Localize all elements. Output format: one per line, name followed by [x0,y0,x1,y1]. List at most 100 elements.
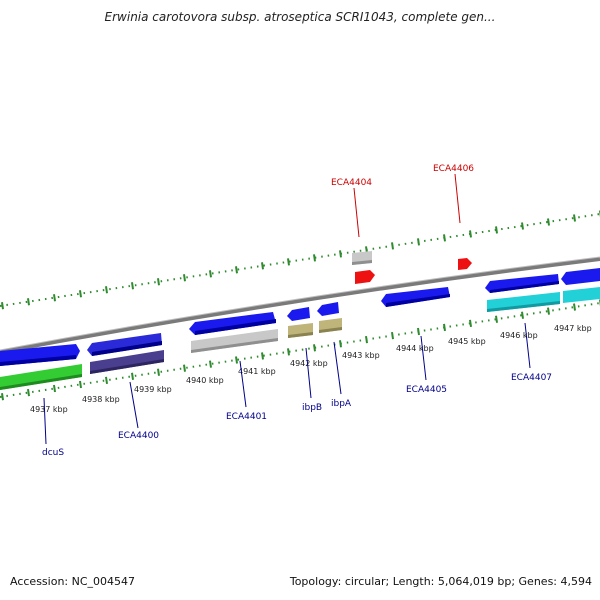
tick-mark [417,238,420,246]
gene-arrow-blue [287,307,310,321]
tick-mark [183,274,186,282]
tick-mark [209,360,212,368]
tick-mark [131,282,134,290]
gene-label-top: ECA4404 [331,178,372,188]
gene-arrow-shade [195,319,276,335]
gene-arrow-red [355,270,375,284]
tick-mark [469,230,472,238]
feature-blocks [0,251,600,390]
genome-stats-text: Topology: circular; Length: 5,064,019 bp… [289,575,592,588]
genome-backbone-highlight [0,256,600,351]
kbp-labels: 4937 kbp 4938 kbp 4939 kbp 4940 kbp 4941… [30,324,592,414]
kbp-label: 4938 kbp [82,395,120,404]
tick-mark [391,242,394,250]
kbp-label: 4937 kbp [30,405,68,414]
gene-label-bottom: ECA4400 [118,431,159,441]
tick-mark [521,311,524,319]
kbp-label: 4946 kbp [500,331,538,340]
tick-mark [27,388,30,397]
feature-block-cyan [563,287,600,303]
leader-line [43,397,47,445]
tick-mark [573,303,576,311]
tick-mark [391,331,394,340]
kbp-label: 4943 kbp [342,351,380,360]
gene-arrow-shade [92,341,162,356]
gene-labels: ECA4404 ECA4406 dcuS ECA4400 ECA4401 ibp… [42,164,552,458]
feature-block-cyan-shade [487,301,560,312]
feature-block-grey-shade [191,338,278,353]
tick-mark [157,278,160,286]
feature-block-purple-shade [90,359,164,374]
leader-line [333,341,342,395]
tick-mark [235,266,238,274]
gene-label-bottom: ibpA [331,399,352,409]
leader-line [239,360,247,408]
gene-label-bottom: ECA4401 [226,412,267,422]
forward-features [355,258,472,284]
tick-mark [339,340,342,348]
tick-mark [547,218,550,226]
tick-mark [157,368,160,376]
tick-mark [53,294,56,302]
tick-mark [131,372,134,380]
tick-mark [105,376,108,385]
tick-mark [417,327,420,336]
tick-mark [365,336,368,344]
gene-label-bottom: ECA4405 [406,385,447,395]
leader-line [524,322,531,369]
kbp-label: 4942 kbp [290,359,328,368]
gene-arrow-blue [561,268,600,285]
feature-block-khaki-shade [288,332,313,338]
outer-dotted-line [0,213,600,307]
tick-mark [313,344,316,352]
leader-line [305,347,312,399]
leader-line [420,335,427,381]
inner-ticks [1,299,600,401]
gene-label-top: ECA4406 [433,164,474,174]
gene-arrow-shade [490,281,559,293]
tick-mark [261,352,264,360]
tick-mark [443,234,446,242]
gene-label-bottom: dcuS [42,448,64,458]
map-title: Erwinia carotovora subsp. atroseptica SC… [104,10,496,24]
feature-block-green [0,364,82,390]
feature-block-grey-shade [352,260,372,265]
tick-mark [495,315,498,323]
tick-mark [261,262,264,270]
tick-mark [209,270,212,278]
gene-label-bottom: ECA4407 [511,373,552,383]
tick-mark [339,250,342,258]
outer-tick-track [0,210,600,310]
gene-arrow-red [458,258,472,270]
tick-mark [287,258,290,266]
accession-text: Accession: NC_004547 [10,575,136,588]
kbp-label: 4947 kbp [554,324,592,333]
tick-mark [313,254,316,262]
gene-label-bottom: ibpB [302,403,322,413]
tick-mark [547,307,550,315]
feature-block-green-shade [0,374,82,390]
tick-mark [521,222,524,230]
tick-mark [79,290,82,298]
tick-mark [287,348,290,356]
leader-line [129,381,139,429]
kbp-label: 4944 kbp [396,344,434,353]
genome-backbone [0,257,600,354]
gene-arrow-blue [317,302,339,316]
feature-block-khaki-shade [319,327,342,333]
tick-mark [495,226,498,234]
leader-line [454,173,461,224]
tick-mark [183,364,186,372]
tick-mark [27,298,30,306]
gene-arrow-shade [0,355,76,366]
kbp-label: 4939 kbp [134,385,172,394]
kbp-label: 4941 kbp [238,367,276,376]
reverse-features [0,268,600,366]
outer-ticks [1,210,600,310]
tick-mark [79,380,82,389]
tick-mark [1,393,4,401]
kbp-label: 4940 kbp [186,376,224,385]
gene-arrow-shade [386,294,450,307]
leader-line [353,187,360,238]
